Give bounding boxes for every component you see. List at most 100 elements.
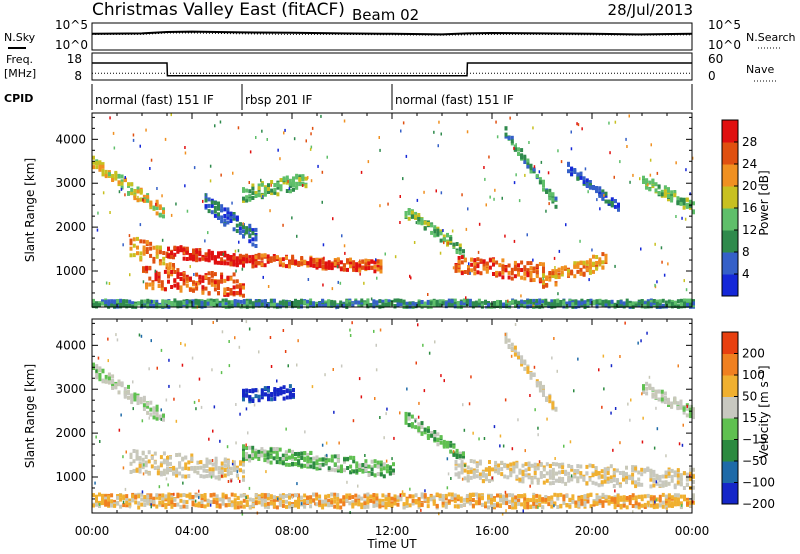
heatmap-cell	[417, 425, 421, 430]
heatmap-cell	[119, 493, 123, 498]
heatmap-cell	[254, 244, 258, 248]
heatmap-cell	[263, 187, 267, 192]
heatmap-cell	[120, 174, 124, 179]
heatmap-cell	[523, 301, 527, 306]
heatmap-cell	[689, 298, 692, 303]
heatmap-cell	[526, 502, 530, 506]
heatmap-cell	[182, 248, 186, 253]
heatmap-cell	[384, 505, 388, 510]
heatmap-cell	[269, 256, 273, 261]
heatmap-cell	[300, 451, 304, 456]
heatmap-cell	[176, 492, 180, 497]
heatmap-speckle	[511, 447, 514, 451]
heatmap-cell	[535, 270, 539, 275]
heatmap-cell	[175, 470, 179, 475]
heatmap-cell	[292, 183, 295, 188]
heatmap-cell	[349, 470, 353, 475]
heatmap-cell	[595, 494, 599, 499]
heatmap-cell	[586, 493, 590, 498]
heatmap-cell	[238, 257, 242, 262]
heatmap-cell	[457, 263, 461, 268]
heatmap-cell	[545, 462, 549, 467]
heatmap-cell	[330, 500, 334, 505]
heatmap-cell	[152, 496, 156, 501]
heatmap-cell	[529, 498, 533, 503]
heatmap-cell	[510, 135, 514, 140]
heatmap-cell	[239, 500, 243, 505]
heatmap-cell	[453, 504, 457, 509]
heatmap-cell	[477, 493, 481, 498]
heatmap-cell	[202, 463, 206, 468]
heatmap-cell	[507, 344, 511, 348]
heatmap-cell	[517, 354, 520, 359]
heatmap-cell	[683, 298, 686, 303]
heatmap-cell	[452, 242, 456, 247]
heatmap-speckle	[358, 377, 361, 381]
heatmap-speckle	[235, 269, 237, 273]
heatmap-cell	[149, 202, 153, 207]
heatmap-speckle	[132, 380, 134, 384]
heatmap-cell	[686, 501, 689, 506]
heatmap-cell	[349, 264, 352, 269]
heatmap-speckle	[478, 222, 481, 226]
heatmap-cell	[469, 459, 473, 463]
heatmap-cell	[663, 185, 667, 190]
freq-series-group	[92, 62, 692, 77]
heatmap-cell	[573, 264, 577, 269]
heatmap-cell	[197, 301, 201, 306]
heatmap-cell	[667, 496, 671, 501]
heatmap-cell	[524, 462, 528, 467]
heatmap-cell	[220, 219, 224, 224]
heatmap-speckle	[180, 342, 182, 345]
heatmap-cell	[642, 180, 645, 184]
heatmap-cell	[532, 495, 536, 500]
heatmap-cell	[275, 460, 279, 465]
heatmap-cell	[226, 253, 230, 258]
heatmap-cell	[565, 503, 569, 508]
heatmap-cell	[339, 260, 343, 265]
heatmap-speckle	[399, 221, 401, 224]
heatmap-cell	[459, 498, 463, 503]
heatmap-cell	[652, 299, 656, 303]
heatmap-cell	[588, 269, 592, 274]
heatmap-speckle	[437, 144, 439, 148]
heatmap-cell	[129, 253, 133, 258]
heatmap-cell	[515, 474, 519, 479]
heatmap-cell	[223, 218, 227, 223]
heatmap-cell	[196, 465, 200, 470]
heatmap-cell	[592, 299, 596, 304]
heatmap-cell	[187, 474, 191, 479]
heatmap-cell	[345, 498, 349, 503]
heatmap-cell	[562, 301, 566, 306]
heatmap-cell	[146, 303, 150, 308]
heatmap-cell	[554, 407, 558, 412]
cpid-segments: normal (fast) 151 IF rbsp 201 IF normal (f…	[91, 84, 693, 110]
heatmap-cell	[119, 298, 123, 303]
heatmap-cell	[622, 470, 625, 475]
heatmap-cell	[613, 199, 617, 204]
heatmap-cell	[585, 183, 589, 188]
heatmap-cell	[375, 301, 379, 306]
heatmap-cell	[128, 498, 132, 503]
heatmap-cell	[640, 467, 644, 472]
heatmap-cell	[456, 302, 460, 307]
heatmap-cell	[688, 404, 692, 409]
heatmap-cell	[685, 472, 689, 477]
heatmap-cell	[221, 301, 225, 306]
heatmap-cell	[655, 497, 659, 502]
heatmap-speckle	[477, 250, 480, 254]
heatmap-cell	[245, 446, 249, 450]
heatmap-speckle	[333, 410, 335, 414]
heatmap-speckle	[438, 120, 440, 124]
heatmap-cell	[651, 392, 655, 397]
heatmap-cell	[330, 492, 334, 497]
heatmap-speckle	[248, 231, 250, 235]
heatmap-cell	[429, 497, 433, 502]
heatmap-cell	[679, 201, 683, 206]
heatmap-cell	[553, 302, 557, 307]
heatmap-cell	[233, 303, 237, 307]
heatmap-cell	[297, 495, 300, 500]
heatmap-cell	[598, 495, 602, 500]
heatmap-speckle	[383, 436, 385, 440]
heatmap-cell	[229, 255, 233, 260]
